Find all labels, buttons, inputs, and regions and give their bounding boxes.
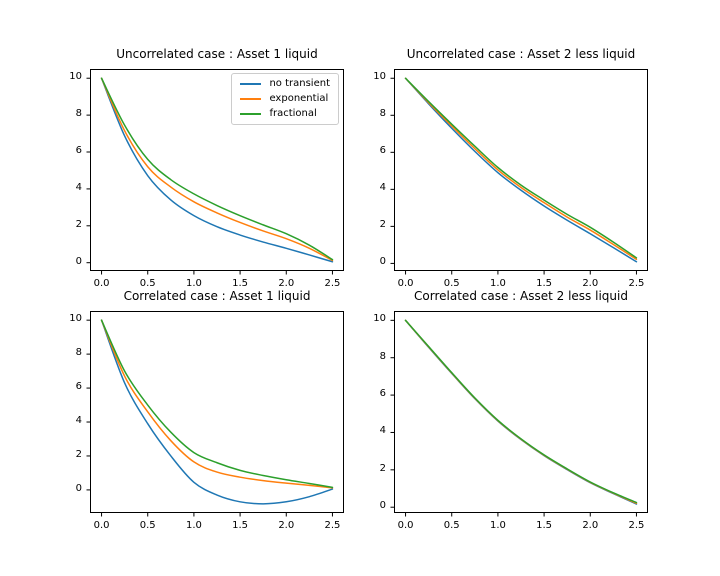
curve-no-transient — [100, 319, 334, 505]
curve-exponential — [404, 77, 638, 261]
y-tick-label: 10 — [69, 313, 82, 325]
curve-fractional — [404, 319, 638, 504]
axes-frame — [90, 69, 344, 271]
y-tick-label: 10 — [373, 71, 386, 83]
curve-exponential — [100, 77, 334, 262]
plot-area-svg — [390, 69, 648, 275]
x-tick-label: 2.0 — [582, 278, 599, 289]
y-tick-label: 8 — [75, 108, 82, 120]
y-tick-label: 8 — [379, 108, 386, 120]
axes-frame — [394, 69, 648, 271]
legend-line-swatch-no-transient — [240, 83, 262, 85]
x-tick-label: 2.0 — [582, 520, 599, 531]
plot-area-svg — [86, 311, 344, 517]
curve-no-transient — [404, 319, 638, 505]
y-tick-label: 6 — [75, 145, 82, 156]
y-tick-label: 0 — [75, 255, 82, 267]
y-tick-label: 2 — [379, 219, 386, 231]
subplot-uncorrelated-asset-1-liquid: Uncorrelated case : Asset 1 liquid no tr… — [69, 47, 344, 289]
y-tick-label: 10 — [69, 71, 82, 83]
x-tick-label: 1.5 — [232, 520, 249, 531]
axes-frame — [90, 311, 344, 513]
curve-exponential — [404, 319, 638, 505]
x-tick-label: 2.5 — [324, 520, 341, 531]
x-tick-label: 0.0 — [397, 520, 414, 531]
x-tick-label: 1.5 — [232, 278, 249, 289]
curve-fractional — [100, 319, 334, 489]
legend-line-swatch-fractional — [240, 113, 262, 115]
x-tick-label: 0.5 — [443, 278, 460, 289]
y-tick-label: 0 — [379, 256, 386, 268]
y-tick-label: 0 — [75, 482, 82, 494]
x-tick-label: 0.5 — [139, 278, 156, 289]
legend-label: fractional — [269, 108, 317, 119]
y-tick-label: 4 — [379, 425, 386, 437]
y-tick-label: 2 — [75, 218, 82, 230]
legend-item-no-transient: no transient — [240, 78, 330, 90]
x-tick-label: 0.0 — [93, 278, 110, 289]
x-tick-label: 2.5 — [324, 278, 341, 289]
x-tick-label: 0.5 — [443, 520, 460, 531]
legend-item-fractional: fractional — [240, 108, 330, 120]
plot-title: Uncorrelated case : Asset 2 less liquid — [406, 47, 636, 61]
x-tick-label: 2.0 — [278, 278, 295, 289]
curve-exponential — [100, 319, 334, 489]
y-tick-label: 6 — [379, 145, 386, 157]
y-tick-label: 6 — [75, 381, 82, 393]
x-tick-label: 2.0 — [278, 520, 295, 531]
legend-line-swatch-exponential — [240, 98, 262, 100]
y-tick-label: 4 — [75, 181, 82, 193]
axes-frame — [394, 311, 648, 513]
x-tick-label: 0.0 — [93, 520, 110, 531]
subplot-correlated-asset-2-less-liquid: Correlated case : Asset 2 less liquid 0.… — [373, 289, 648, 531]
y-tick-label: 2 — [379, 462, 386, 474]
x-tick-label: 1.0 — [185, 520, 202, 531]
subplot-correlated-asset-1-liquid: Correlated case : Asset 1 liquid 0.0 0.5 1… — [69, 289, 344, 531]
legend-item-exponential: exponential — [240, 93, 330, 105]
plot-title: Uncorrelated case : Asset 1 liquid — [116, 47, 318, 61]
y-tick-label: 10 — [373, 313, 386, 325]
x-tick-label: 1.0 — [489, 278, 506, 289]
subplot-uncorrelated-asset-2-less-liquid: Uncorrelated case : Asset 2 less liquid … — [373, 47, 648, 289]
x-tick-label: 2.5 — [628, 520, 645, 531]
legend-label: exponential — [269, 93, 329, 104]
x-tick-label: 2.5 — [628, 278, 645, 289]
y-tick-label: 8 — [379, 350, 386, 362]
x-tick-label: 0.0 — [397, 278, 414, 289]
curve-no-transient — [404, 77, 638, 263]
y-tick-label: 0 — [379, 500, 386, 512]
plot-area-svg — [86, 69, 344, 275]
curve-no-transient — [100, 77, 334, 263]
y-tick-label: 8 — [75, 347, 82, 359]
x-tick-label: 1.0 — [489, 520, 506, 531]
x-tick-label: 0.5 — [139, 520, 156, 531]
y-tick-label: 4 — [379, 182, 386, 194]
x-tick-label: 1.5 — [536, 520, 553, 531]
y-tick-label: 4 — [75, 415, 82, 426]
plot-title: Correlated case : Asset 2 less liquid — [414, 289, 628, 303]
legend: no transient exponential fractional — [231, 73, 339, 125]
plot-area-svg — [390, 311, 648, 517]
y-tick-label: 6 — [379, 388, 386, 400]
x-tick-label: 1.0 — [185, 278, 202, 289]
y-tick-label: 2 — [75, 448, 82, 460]
x-tick-label: 1.5 — [536, 278, 553, 289]
legend-label: no transient — [269, 78, 330, 89]
plot-title: Correlated case : Asset 1 liquid — [123, 289, 311, 303]
curve-fractional — [100, 77, 334, 261]
curve-fractional — [404, 77, 638, 259]
